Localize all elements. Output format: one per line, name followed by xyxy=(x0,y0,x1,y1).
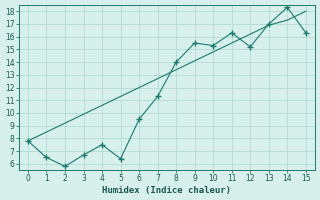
X-axis label: Humidex (Indice chaleur): Humidex (Indice chaleur) xyxy=(102,186,231,195)
